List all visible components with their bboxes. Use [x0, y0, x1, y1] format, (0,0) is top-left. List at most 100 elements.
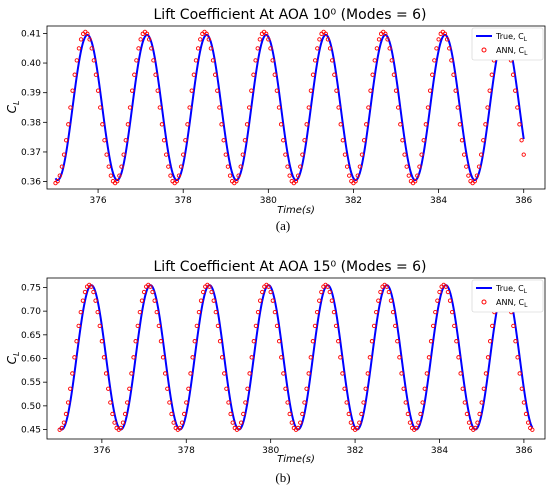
- data-point-ann: [461, 152, 467, 157]
- data-point-ann: [521, 152, 526, 157]
- data-point-ann: [99, 339, 105, 344]
- data-point-ann: [198, 298, 204, 303]
- data-point-ann: [338, 122, 343, 127]
- y-axis-label: CL: [5, 352, 21, 365]
- data-point-ann: [432, 58, 437, 63]
- data-point-ann: [117, 173, 122, 178]
- data-point-ann: [302, 400, 307, 405]
- data-point-ann: [108, 400, 113, 405]
- data-point-ann: [215, 323, 221, 329]
- data-point-ann: [474, 173, 480, 178]
- data-point-ann: [76, 323, 81, 329]
- data-point-ann: [221, 138, 226, 143]
- data-point-ann: [176, 173, 182, 178]
- data-point-ann: [310, 339, 316, 344]
- data-point-ann: [477, 411, 482, 417]
- data-point-ann: [344, 164, 350, 169]
- data-point-ann: [196, 309, 202, 315]
- data-point-ann: [208, 46, 214, 51]
- data-point-ann: [80, 298, 86, 303]
- data-point-ann: [57, 173, 62, 178]
- data-point-ann: [121, 152, 126, 157]
- data-point-ann: [223, 152, 228, 157]
- data-point-ann: [64, 138, 69, 143]
- data-point-ann: [89, 46, 94, 51]
- data-point-ann: [399, 371, 404, 376]
- data-point-ann: [165, 386, 170, 391]
- data-point-ann: [185, 122, 190, 127]
- data-point-ann: [133, 339, 138, 344]
- data-point-ann: [413, 179, 418, 184]
- data-point-ann: [212, 72, 218, 77]
- data-point-ann: [487, 339, 493, 344]
- data-point-ann: [422, 386, 427, 391]
- data-point-ann: [119, 164, 124, 169]
- legend: True, CL ANN, CL: [471, 279, 544, 313]
- data-point-ann: [389, 58, 394, 63]
- data-point-ann: [157, 105, 162, 110]
- data-point-ann: [138, 37, 143, 42]
- legend-true-label: True, CL: [495, 284, 528, 295]
- data-point-ann: [442, 31, 448, 36]
- data-point-ann: [274, 88, 279, 93]
- data-point-ann: [385, 37, 390, 42]
- data-point-ann: [55, 179, 60, 184]
- data-point-ann: [159, 122, 165, 127]
- data-point-ann: [459, 138, 465, 143]
- data-point-ann: [418, 411, 423, 417]
- data-point-ann: [334, 88, 339, 93]
- data-point-ann: [279, 355, 284, 360]
- series-ann-markers: [57, 282, 535, 432]
- data-point-ann: [453, 88, 458, 93]
- data-point-ann: [336, 105, 341, 110]
- data-point-ann: [66, 122, 71, 127]
- data-point-ann: [464, 164, 469, 169]
- x-tick-label: 382: [346, 446, 363, 456]
- data-point-ann: [434, 46, 439, 51]
- data-point-ann: [65, 400, 71, 405]
- data-point-ann: [184, 400, 189, 405]
- chart-aoa-10: Lift Coefficient At AOA 10⁰ (Modes = 6) …: [5, 7, 546, 233]
- data-point-ann: [530, 427, 535, 432]
- data-point-ann: [425, 105, 431, 110]
- data-point-ann: [460, 386, 465, 391]
- data-point-ann: [61, 152, 67, 157]
- data-point-ann: [244, 122, 250, 127]
- data-point-ann: [420, 400, 425, 405]
- data-point-ann: [104, 152, 109, 157]
- data-point-ann: [134, 58, 139, 63]
- data-point-ann: [72, 355, 77, 360]
- data-point-ann: [257, 37, 262, 42]
- data-point-ann: [106, 164, 111, 169]
- data-point-ann: [521, 400, 527, 405]
- data-point-ann: [402, 152, 407, 157]
- data-point-ann: [207, 284, 212, 289]
- data-point-ann: [174, 179, 179, 184]
- data-point-ann: [298, 420, 303, 425]
- x-tick-label: 386: [515, 196, 532, 206]
- data-point-ann: [154, 309, 159, 315]
- data-point-ann: [204, 31, 209, 36]
- data-point-ann: [333, 323, 339, 329]
- data-point-ann: [118, 425, 124, 431]
- data-point-ann: [215, 88, 220, 93]
- data-point-ann: [129, 88, 135, 93]
- y-axis-ticks: 0.36 0.37 0.38 0.39 0.40 0.41: [21, 29, 47, 188]
- data-point-ann: [312, 323, 318, 329]
- data-point-ann: [97, 323, 102, 329]
- data-point-ann: [483, 122, 488, 127]
- data-point-ann: [226, 400, 231, 405]
- data-point-ann: [478, 152, 484, 157]
- data-point-ann: [355, 425, 360, 431]
- data-point-ann: [517, 122, 522, 127]
- data-point-ann: [357, 164, 362, 169]
- data-point-ann: [431, 323, 436, 329]
- data-point-ann: [153, 72, 158, 77]
- data-point-ann: [447, 298, 453, 303]
- data-point-ann: [485, 355, 491, 360]
- data-point-ann: [95, 88, 101, 93]
- data-point-ann: [222, 371, 227, 376]
- data-point-ann: [98, 105, 103, 110]
- data-point-ann: [236, 425, 242, 431]
- data-point-ann: [102, 138, 107, 143]
